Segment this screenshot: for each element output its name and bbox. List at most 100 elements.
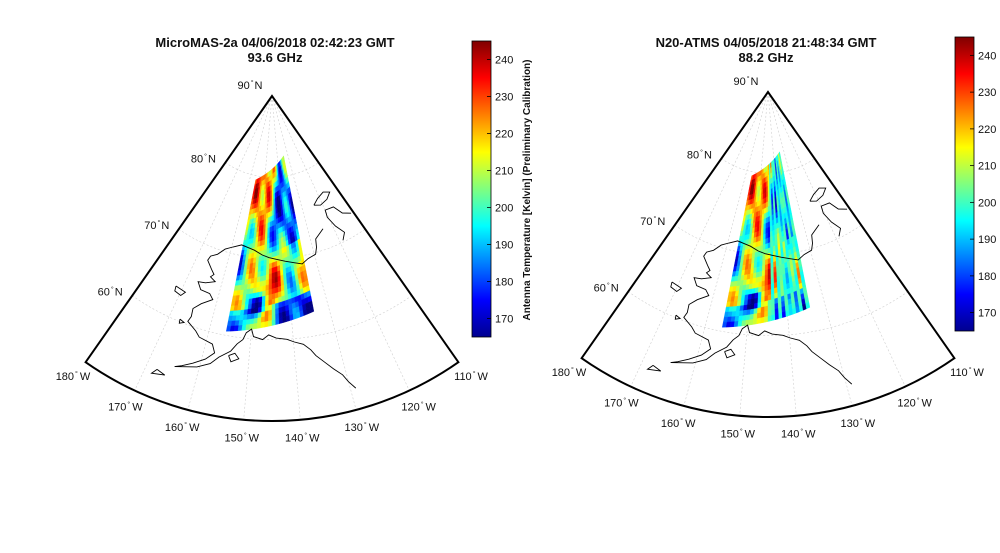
coastline-segment [174,228,357,389]
swath-cell [752,282,756,290]
swath-cell [250,313,255,320]
map-tick-labels: 90°N 80°N 70°N 60°N 180° W 170° W 160° W 150° W 140°… [552,75,985,441]
parallel-line [674,224,862,255]
swath-cell [256,286,260,294]
swath-cell [757,302,762,309]
colorbar-tick-label: 180 [495,277,513,289]
colorbar-tick-label: 170 [978,308,996,320]
swath-cell [261,311,266,318]
lon-label: 110° W [950,366,984,379]
swath-cell [746,304,752,311]
swath-cell [767,315,772,322]
swath-cell [756,312,762,319]
swath-cell [755,271,760,279]
swath-cell [757,291,762,299]
colorbar: 240 230 220 210 200 190 180 170 [954,36,996,332]
swath-cell [761,296,765,303]
map-title-line1: N20-ATMS 04/05/2018 21:48:34 GMT [656,35,877,50]
colorbar-ticks: 240 230 220 210 200 190 180 170 [970,50,996,320]
lat-label: 70°N [144,219,169,232]
coastline-segment [670,281,683,293]
swath-cell [268,314,273,322]
swath-cell [257,306,263,314]
swath-cell [264,305,269,312]
lat-label: 80°N [191,153,216,166]
coastline-segment [313,191,331,206]
coastline [150,191,357,389]
map-boundary [580,90,956,418]
swath-cell [261,300,266,308]
colorbar-label: Antenna Temperature [Kelvin] (Preliminar… [522,60,533,321]
swath-cell [253,317,258,325]
swath-cell [758,281,763,288]
colorbar-tick-label: 210 [978,161,996,173]
colorbar-tick-label: 190 [495,240,513,252]
map-title-line2: 93.6 GHz [248,50,303,65]
colorbar-tick-label: 240 [495,55,513,67]
swath-cell [750,303,755,310]
swath-cell [260,270,264,277]
coastline-segment [820,202,848,237]
swath-cell [761,290,766,298]
coastline-segment [178,318,186,324]
colorbar-bar [471,40,492,338]
map-frame [580,90,956,418]
swath-cell [764,310,769,318]
swath-cell [255,291,260,299]
swath-cell [254,307,259,314]
swath-cell [755,282,760,289]
lat-label: 90°N [733,75,758,88]
colorbar: 240 230 220 210 200 190 180 170 Antenna Tempera… [471,40,533,338]
swath-cell [258,296,263,303]
swath-cell [751,287,756,295]
swath-cell [309,305,315,314]
colorbar-tick-label: 180 [978,271,996,283]
map-tick-labels: 90°N 80°N 70°N 60°N 180° W 170° W 160° W 150° W 140°… [56,79,489,445]
lon-label: 160° W [165,421,200,434]
swath-cell [751,293,756,300]
parallel-line [628,291,908,336]
swath-cell [264,315,269,323]
map-panel-atms: N20-ATMS 04/05/2018 21:48:34 GMT 88.2 GH… [552,35,997,441]
map-title-line1: MicroMAS-2a 04/06/2018 02:42:23 GMT [155,35,394,50]
parallel-line [132,295,412,340]
coastline-segment [724,348,736,359]
swath-cell [749,313,754,321]
lat-label: 90°N [237,79,262,92]
swath-cell [260,321,265,329]
colorbar-tick-label: 210 [495,166,513,178]
swath-cell [746,309,751,316]
swath-cell [774,313,780,320]
swath-cell [755,276,760,284]
lon-label: 170° W [604,396,639,409]
colorbar-tick-label: 230 [978,87,996,99]
lon-label: 180° W [56,370,91,383]
swath-cell [268,320,273,327]
coastline-segment [809,187,827,202]
swath-cell [282,316,287,323]
swath-cell [749,319,754,326]
map-frame [84,94,460,422]
lon-label: 130° W [345,421,380,434]
swath-cell [264,310,269,317]
colorbar-bar [954,36,975,332]
swath-cell [758,286,762,293]
swath-cell [754,292,759,299]
coastline-segment [646,365,662,372]
colorbar-ticks: 240 230 220 210 200 190 180 170 [487,55,513,326]
swath-cell [259,280,264,288]
swath-cell [253,312,259,319]
lat-label: 70°N [640,215,665,228]
swath-cell [258,301,263,308]
coastline-segment [324,206,352,241]
lat-label: 60°N [98,286,123,299]
swath-cell [257,311,262,319]
colorbar-tick-label: 230 [495,92,513,104]
swath-cell [261,295,266,303]
swath-cell [260,316,266,323]
swath-cell [754,287,759,294]
swath-cell [249,318,255,325]
colorbar-tick-label: 170 [495,314,513,326]
data-swath [722,151,811,328]
